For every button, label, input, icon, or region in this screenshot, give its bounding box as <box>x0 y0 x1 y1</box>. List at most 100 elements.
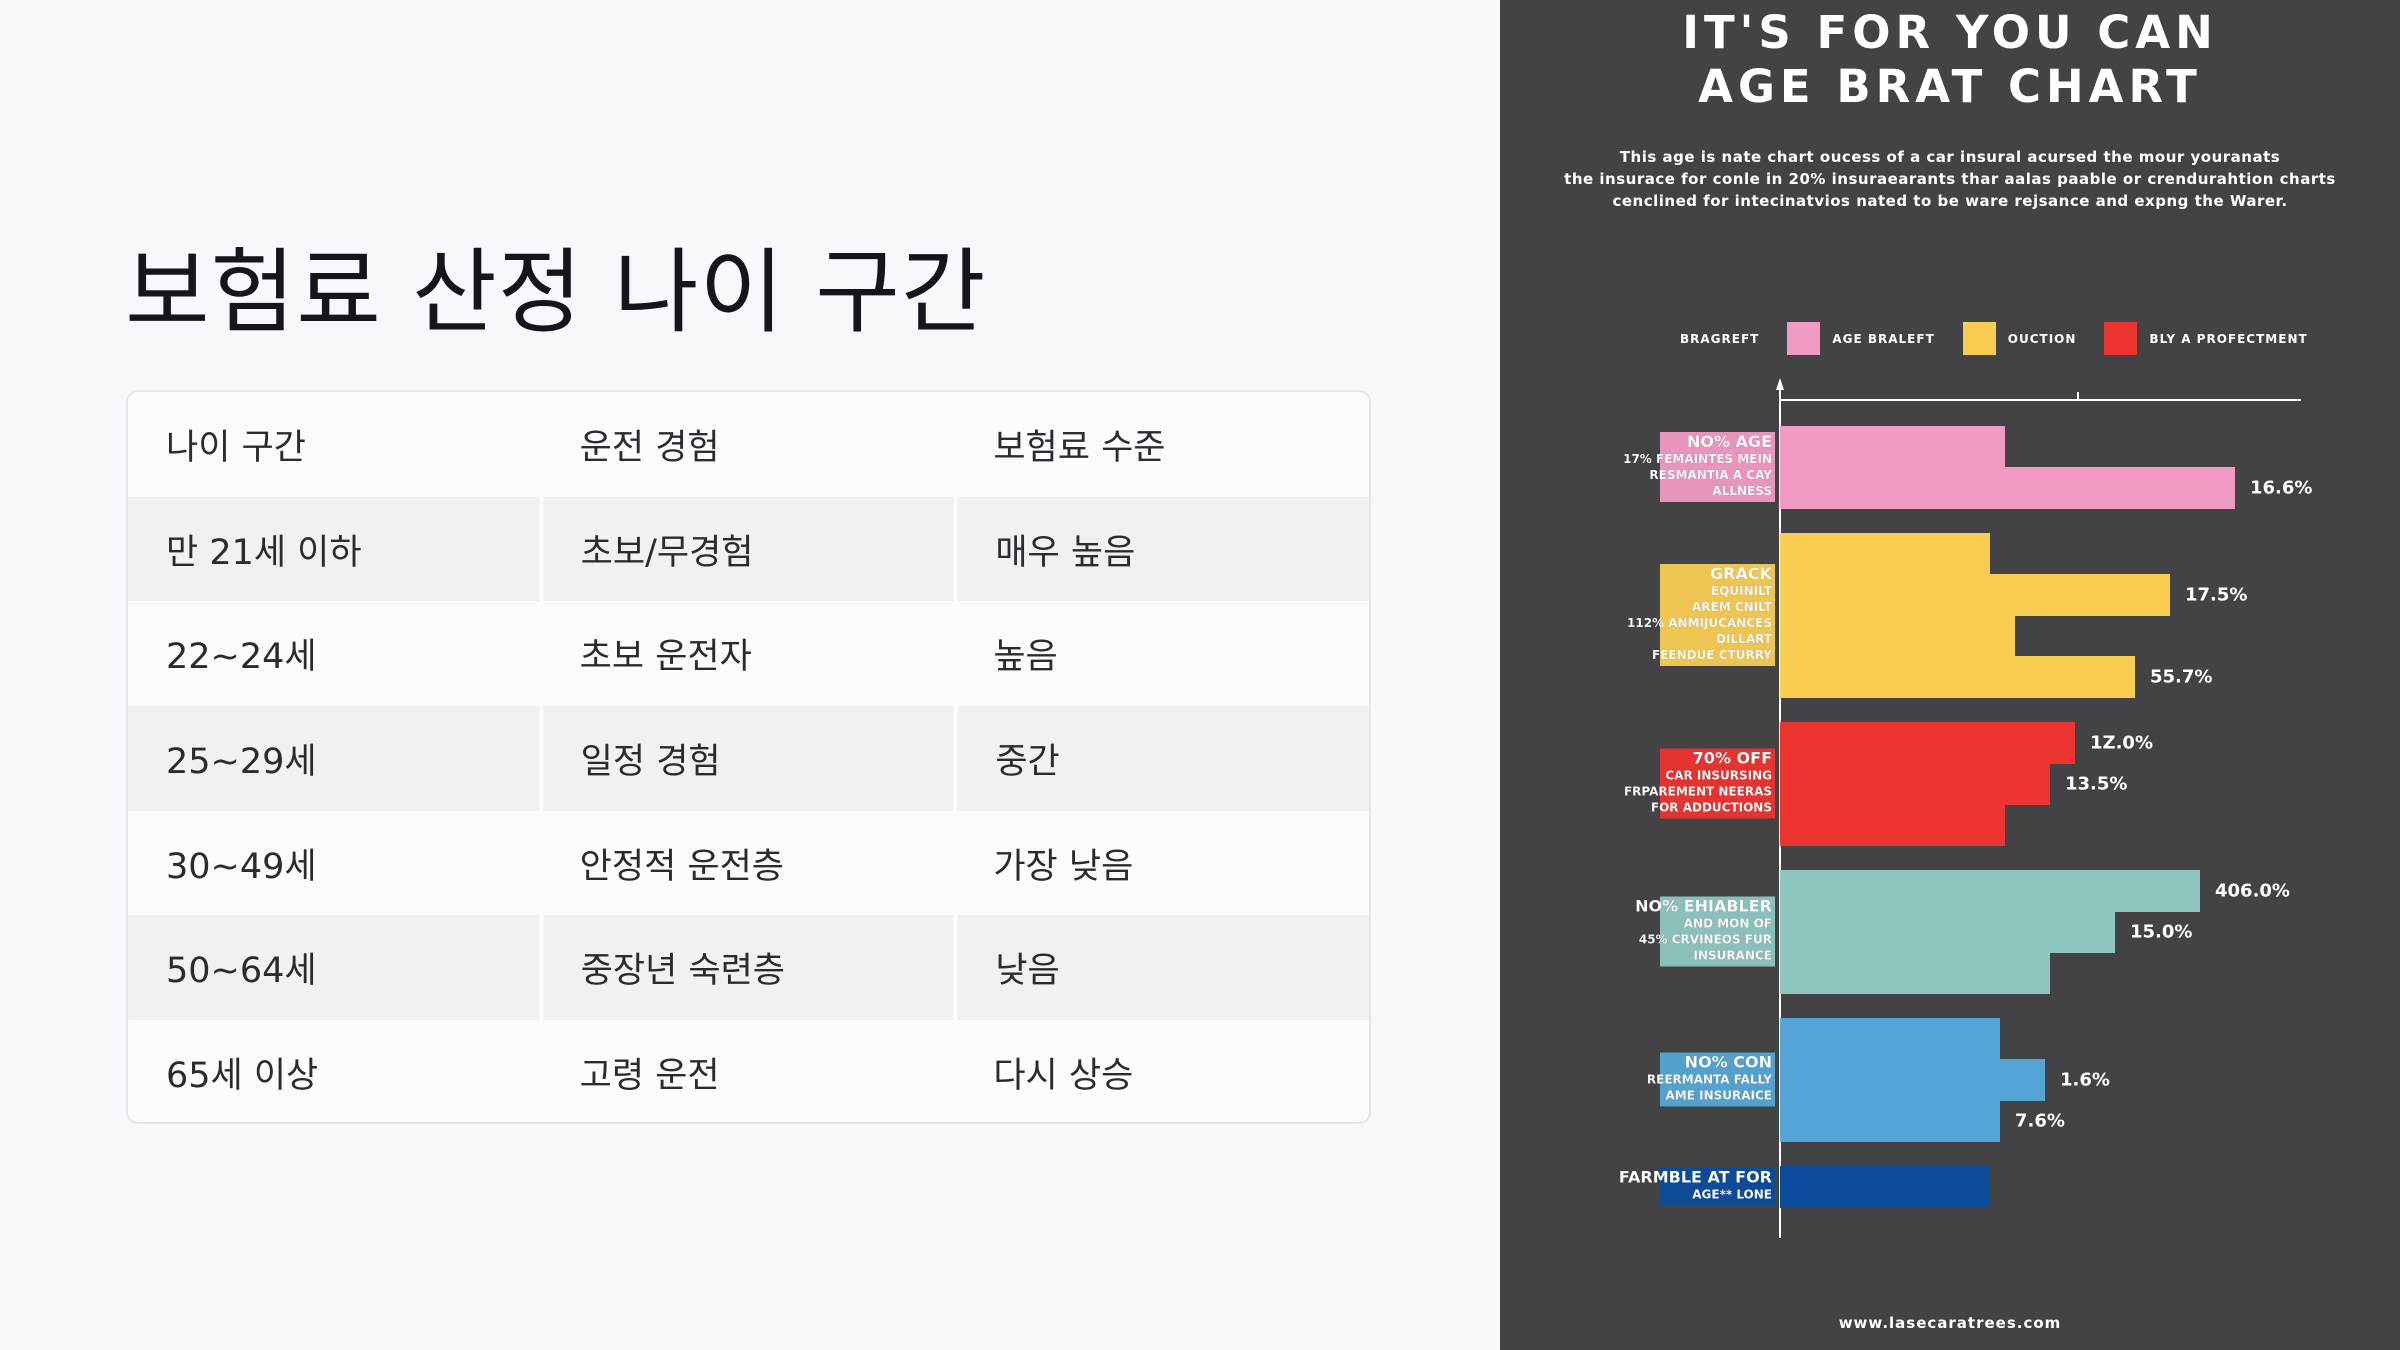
y-axis-arrow <box>1776 378 1784 390</box>
group-label-text: FEENDUE CTURRY <box>1652 648 1772 662</box>
group-label-text: AGE** LONE <box>1692 1188 1772 1202</box>
chart-bar <box>1780 1166 1990 1208</box>
table-row: 65세 이상 고령 운전 다시 상승 <box>128 1020 1369 1122</box>
chart-bar <box>1780 615 2015 657</box>
group-label-text: 17% FEMAINTES MEIN <box>1623 452 1772 466</box>
group-label-text: FOR ADDUCTIONS <box>1651 801 1772 815</box>
chart-bar <box>1780 952 2050 994</box>
group-label-text: AREM CNILT <box>1692 600 1773 614</box>
cell-premium-level: 다시 상승 <box>993 1055 1134 1096</box>
legend-label-ouction: OUCTION <box>2007 331 2077 346</box>
bar-value-label: 13.5% <box>2065 774 2127 795</box>
cell-driving-experience: 일정 경험 <box>539 706 955 811</box>
header-age-range: 나이 구간 <box>166 427 306 468</box>
chart-legend: BRAGREFT AGE BRALEFT OUCTION BLY A PROFE… <box>1680 322 2308 355</box>
legend-swatch-yellow <box>1962 322 1996 355</box>
poster-title-line-1: IT'S FOR YOU CAN <box>1682 6 2218 59</box>
cell-driving-experience: 고령 운전 <box>579 1055 720 1096</box>
group-label-text: NO% CON <box>1685 1053 1772 1072</box>
table-row: 25~29세 일정 경험 중간 <box>128 706 1369 811</box>
cell-premium-level: 중간 <box>954 706 1369 811</box>
chart-bar <box>1780 911 2115 953</box>
chart-bar <box>1780 656 2135 698</box>
bar-value-label: 7.6% <box>2015 1111 2065 1132</box>
chart-bar <box>1780 722 2075 764</box>
group-label-text: INSURANCE <box>1694 949 1772 963</box>
bar-value-label: 55.7% <box>2150 667 2212 688</box>
group-label-box <box>1660 1052 1775 1107</box>
group-label-text: 112% ANMIJUCANCES <box>1627 616 1772 630</box>
table-row: 30~49세 안정적 운전층 가장 낮음 <box>128 811 1369 916</box>
group-label-text: NO% EHIABLER <box>1635 897 1772 916</box>
group-label-text: RESMANTIA A CAY <box>1649 468 1772 482</box>
poster-title-line-2: AGE BRAT CHART <box>1698 60 2202 113</box>
chart-bar <box>1780 870 2200 912</box>
group-label-text: 70% OFF <box>1693 749 1772 768</box>
bar-value-label: 1.6% <box>2060 1070 2110 1091</box>
chart-bar <box>1780 533 1990 575</box>
infographic-poster: IT'S FOR YOU CAN AGE BRAT CHART This age… <box>1500 0 2400 1350</box>
group-label-text: AND MON OF <box>1684 917 1772 931</box>
group-label-text: GRACK <box>1710 564 1773 583</box>
group-label-box <box>1660 564 1775 666</box>
chart-bar <box>1780 1018 2000 1060</box>
group-label-box <box>1660 432 1775 502</box>
group-label-text: FARMBLE AT FOR <box>1619 1168 1772 1187</box>
bar-value-label: 16.6% <box>2250 478 2312 499</box>
chart-bar <box>1780 763 2050 805</box>
legend-label-bragreft: BRAGREFT <box>1680 331 1760 346</box>
cell-driving-experience: 초보/무경험 <box>539 496 955 602</box>
table-row: 50~64세 중장년 숙련층 낮음 <box>128 915 1369 1021</box>
cell-premium-level: 가장 낮음 <box>993 846 1134 887</box>
cell-driving-experience: 안정적 운전층 <box>579 846 784 887</box>
poster-title: IT'S FOR YOU CAN AGE BRAT CHART <box>1500 6 2400 114</box>
cell-age-range: 22~24세 <box>166 637 317 678</box>
cell-driving-experience: 초보 운전자 <box>579 637 752 678</box>
cell-premium-level: 낮음 <box>954 915 1369 1021</box>
cell-age-range: 만 21세 이하 <box>166 532 362 573</box>
group-label-text: ALLNESS <box>1712 484 1772 498</box>
chart-bar <box>1780 804 2005 846</box>
group-label-text: EQUINILT <box>1711 584 1773 598</box>
chart-bar <box>1780 574 2170 616</box>
chart-bar <box>1780 467 2235 509</box>
cell-driving-experience: 중장년 숙련층 <box>539 915 955 1021</box>
group-label-text: CAR INSURSING <box>1665 769 1772 783</box>
group-label-box <box>1660 1167 1775 1206</box>
age-bracket-table: 나이 구간 운전 경험 보험료 수준 만 21세 이하 초보/무경험 매우 높음… <box>126 390 1371 1124</box>
group-label-text: FRPAREMENT NEERAS <box>1624 785 1772 799</box>
poster-description-line-3: cenclined for intecinatvios nated to be … <box>1612 192 2288 210</box>
group-label-text: 45% CRVINEOS FUR <box>1639 933 1772 947</box>
legend-swatch-pink <box>1787 322 1821 355</box>
chart-bar <box>1780 1100 2000 1142</box>
bar-value-label: 17.5% <box>2185 585 2247 606</box>
table-header-row: 나이 구간 운전 경험 보험료 수준 <box>128 392 1369 497</box>
poster-description-line-1: This age is nate chart oucess of a car i… <box>1619 148 2281 166</box>
cell-age-range: 25~29세 <box>166 741 317 782</box>
group-label-text: REERMANTA FALLY <box>1647 1073 1772 1087</box>
table-row: 22~24세 초보 운전자 높음 <box>128 601 1369 706</box>
header-driving-experience: 운전 경험 <box>579 427 720 468</box>
slide-title: 보험료 산정 나이 구간 <box>125 239 987 346</box>
poster-description-line-2: the insurace for conle in 20% insuraeara… <box>1564 170 2336 188</box>
legend-swatch-red <box>2104 322 2138 355</box>
header-premium-level: 보험료 수준 <box>993 427 1166 468</box>
slide-content: 보험료 산정 나이 구간 나이 구간 운전 경험 보험료 수준 만 21세 이하… <box>125 239 1371 1124</box>
cell-age-range: 30~49세 <box>166 846 317 887</box>
bar-value-label: 406.0% <box>2215 881 2290 902</box>
cell-premium-level: 높음 <box>993 637 1058 678</box>
table-row: 만 21세 이하 초보/무경험 매우 높음 <box>128 496 1369 602</box>
poster-url: www.lasecaratrees.com <box>1838 1314 2062 1332</box>
group-label-box <box>1660 896 1775 967</box>
poster-description: This age is nate chart oucess of a car i… <box>1540 146 2360 212</box>
group-label-box <box>1660 748 1775 819</box>
bar-value-label: 15.0% <box>2130 922 2192 943</box>
group-label-text: DILLART <box>1716 632 1773 646</box>
legend-label-bly-a-profectment: BLY A PROFECTMENT <box>2149 331 2308 346</box>
group-label-text: NO% AGE <box>1687 432 1772 451</box>
cell-age-range: 50~64세 <box>166 951 317 992</box>
cell-premium-level: 매우 높음 <box>954 496 1369 602</box>
legend-label-age-braleft: AGE BRALEFT <box>1832 331 1935 346</box>
chart-bar <box>1780 1059 2045 1101</box>
